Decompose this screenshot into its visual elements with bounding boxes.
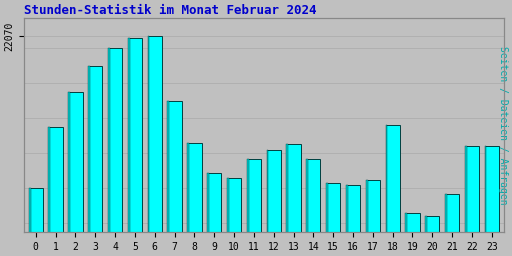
Bar xyxy=(485,146,499,256)
Bar xyxy=(247,158,249,256)
Bar xyxy=(306,158,308,256)
Bar xyxy=(267,150,281,256)
Bar xyxy=(108,48,122,256)
Bar xyxy=(465,146,466,256)
Bar xyxy=(68,92,70,256)
Bar xyxy=(386,125,388,256)
Bar xyxy=(445,194,447,256)
Bar xyxy=(346,185,360,256)
Bar xyxy=(227,178,241,256)
Bar xyxy=(88,66,90,256)
Bar xyxy=(128,38,142,256)
Bar xyxy=(306,158,321,256)
Bar xyxy=(29,188,31,256)
Bar xyxy=(147,36,150,256)
Bar xyxy=(366,179,380,256)
Text: Stunden-Statistik im Monat Februar 2024: Stunden-Statistik im Monat Februar 2024 xyxy=(24,4,316,17)
Bar xyxy=(187,143,202,256)
Bar xyxy=(167,101,182,256)
Bar xyxy=(366,179,368,256)
Bar xyxy=(267,150,268,256)
Bar xyxy=(485,146,486,256)
Bar xyxy=(207,173,209,256)
Bar xyxy=(108,48,110,256)
Bar xyxy=(465,146,479,256)
Y-axis label: Seiten / Dateien / Anfragen: Seiten / Dateien / Anfragen xyxy=(498,46,508,205)
Bar xyxy=(425,216,427,256)
Bar xyxy=(88,66,102,256)
Bar xyxy=(326,183,328,256)
Bar xyxy=(187,143,189,256)
Bar xyxy=(49,127,50,256)
Bar xyxy=(445,194,459,256)
Bar xyxy=(128,38,130,256)
Bar xyxy=(346,185,348,256)
Bar xyxy=(286,144,301,256)
Bar xyxy=(286,144,288,256)
Bar xyxy=(207,173,221,256)
Bar xyxy=(386,125,400,256)
Bar xyxy=(326,183,340,256)
Bar xyxy=(147,36,162,256)
Bar xyxy=(68,92,82,256)
Bar xyxy=(425,216,439,256)
Bar xyxy=(247,158,261,256)
Bar xyxy=(406,213,407,256)
Bar xyxy=(167,101,169,256)
Bar xyxy=(227,178,229,256)
Bar xyxy=(49,127,63,256)
Bar xyxy=(406,213,420,256)
Bar xyxy=(29,188,43,256)
